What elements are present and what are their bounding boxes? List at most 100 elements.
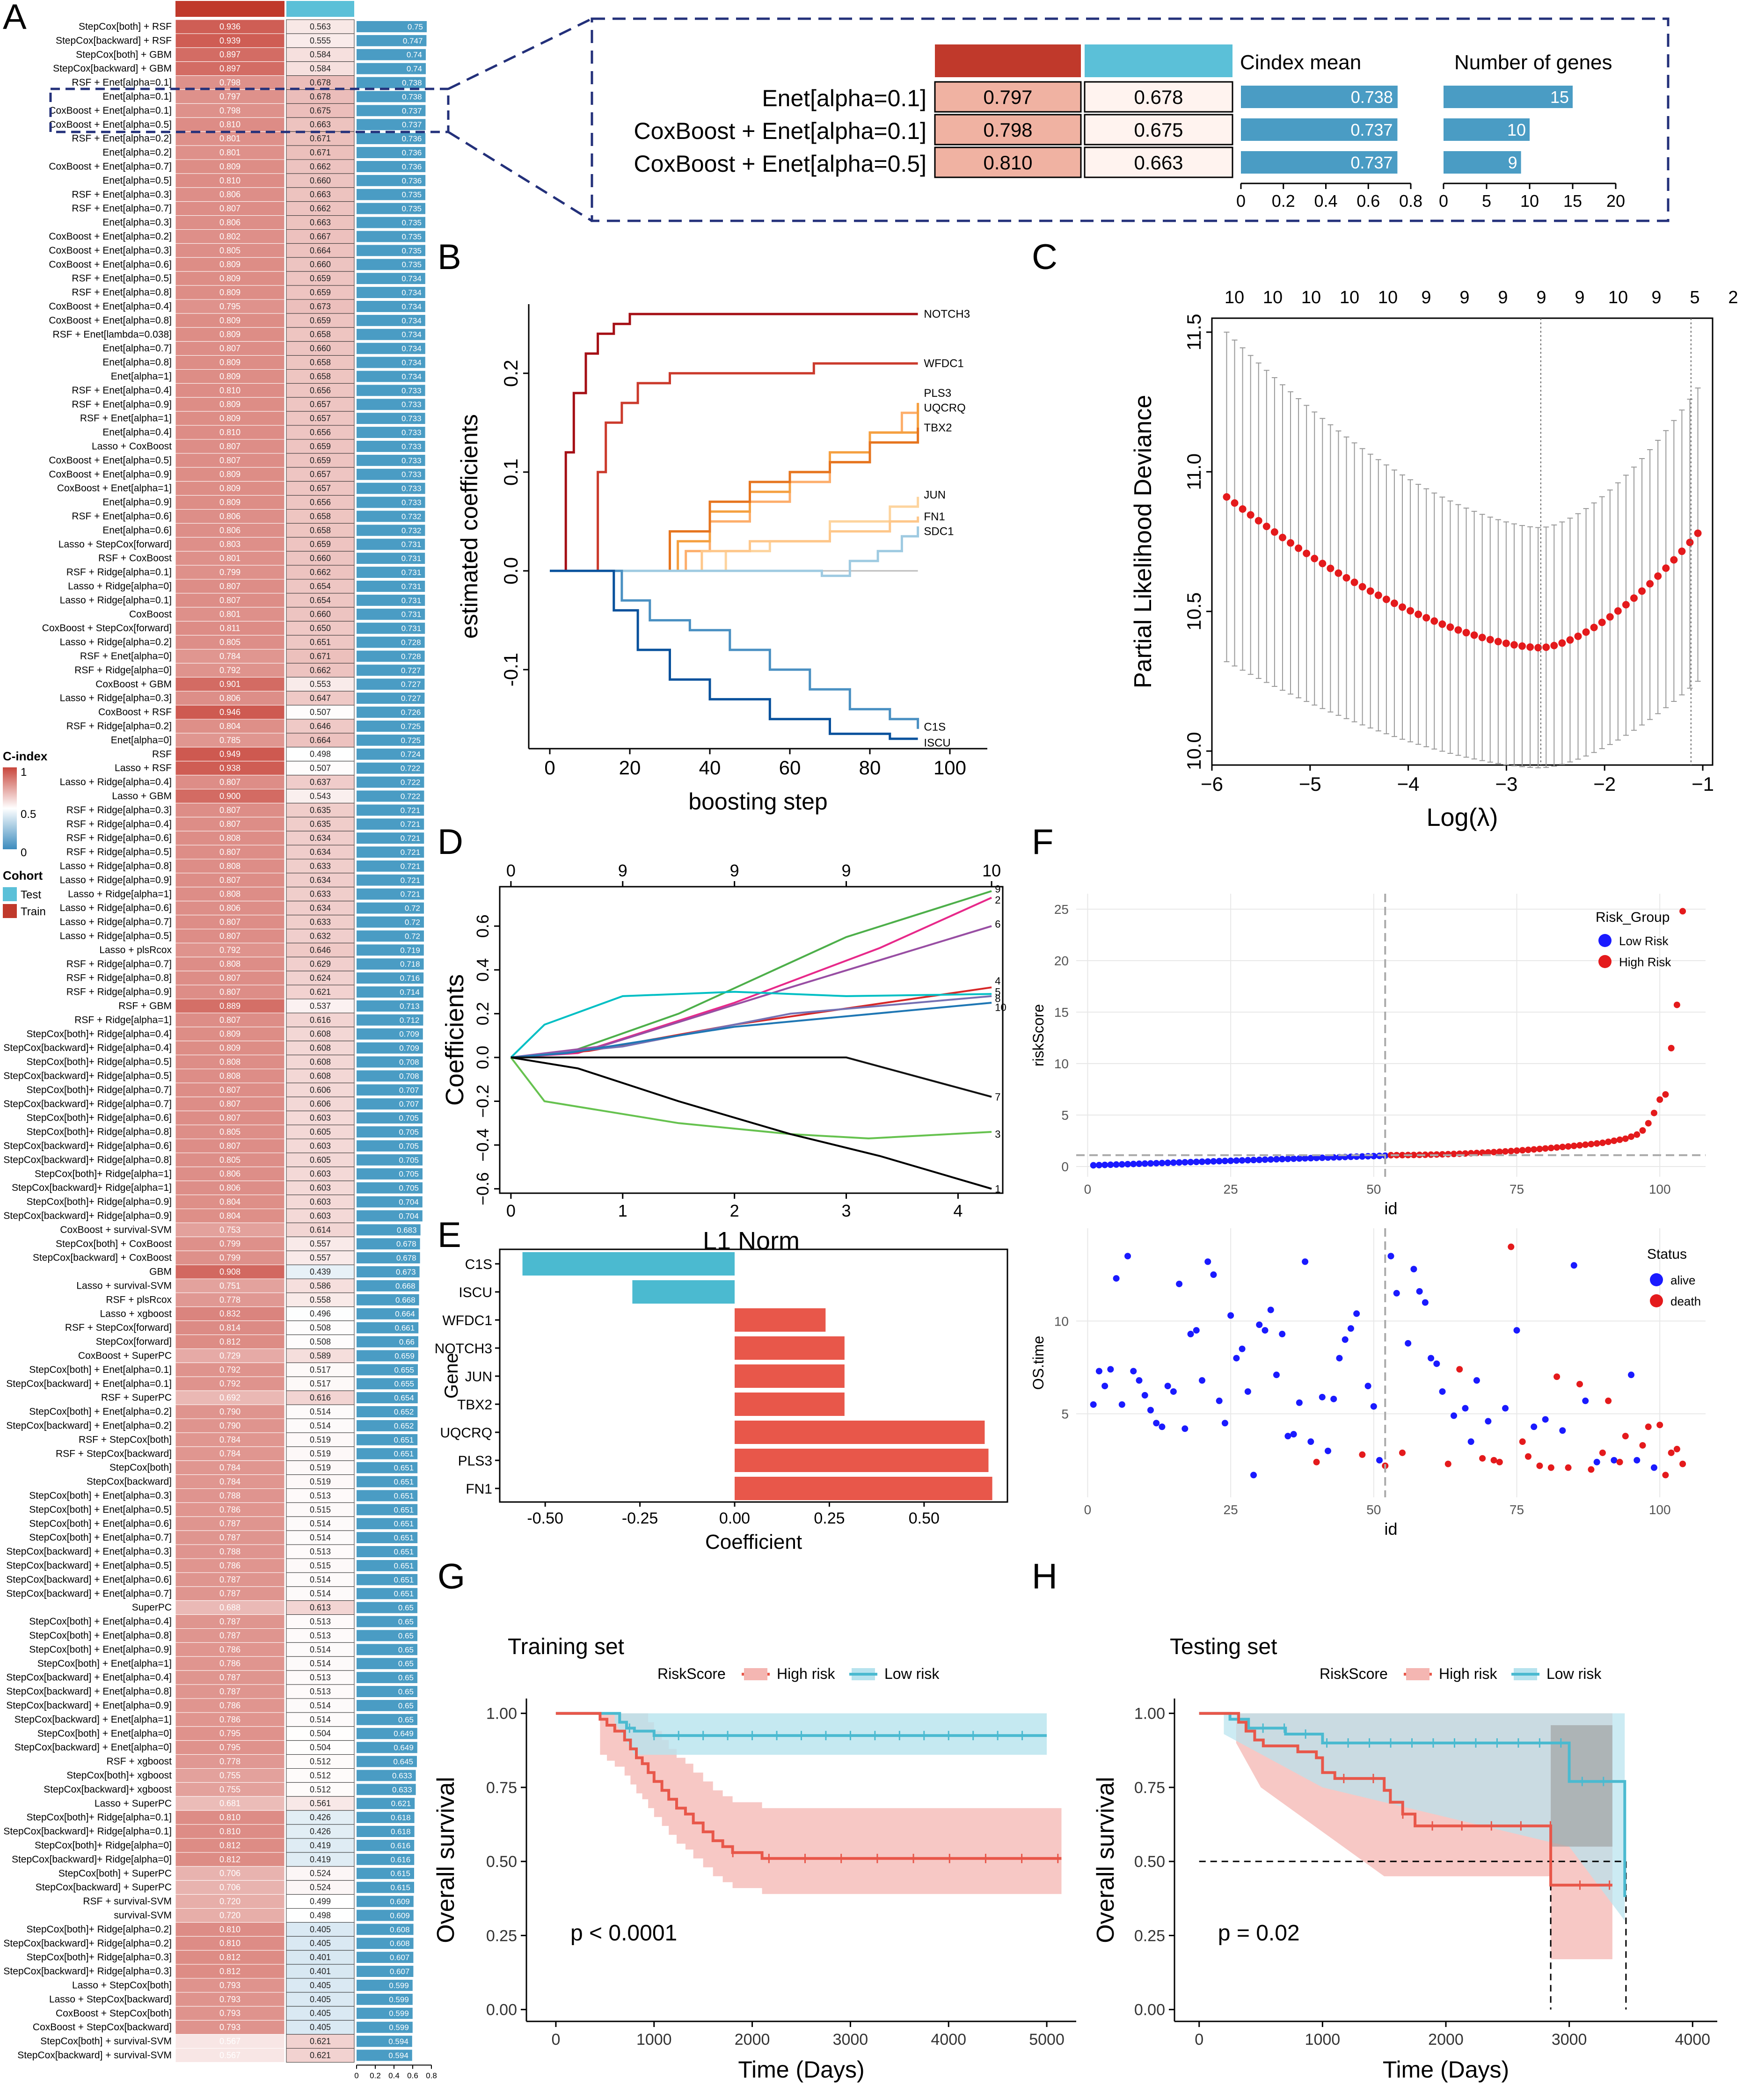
x-tick-label: 50 xyxy=(1366,1182,1381,1196)
cindex-mean-bar xyxy=(357,1448,418,1459)
table-row: Lasso + Ridge[alpha=0.8] 0.808 0.633 0.721 xyxy=(60,859,424,874)
x-tick-label: −4 xyxy=(1397,773,1420,795)
table-row: RSF + Ridge[alpha=0.5] 0.807 0.634 0.721 xyxy=(66,845,424,860)
high-risk-legend-band xyxy=(1406,1668,1429,1680)
cindex-mean-bar xyxy=(357,1742,417,1753)
model-label: StepCox[backward] + Enet[alpha=0.1] xyxy=(6,1378,172,1389)
cindex-mean-bar xyxy=(357,482,425,494)
test-value: 0.603 xyxy=(310,1113,331,1123)
model-label: RSF + StepCox[both] xyxy=(79,1434,172,1445)
model-label: StepCox[both] + CoxBoost xyxy=(56,1239,172,1249)
cindex-mean-value: 0.731 xyxy=(401,568,422,577)
test-cell xyxy=(286,229,355,244)
test-value: 0.656 xyxy=(310,386,331,395)
table-row: StepCox[backward] + CoxBoost 0.799 0.557 0.… xyxy=(33,1250,420,1265)
os-point xyxy=(1588,1466,1595,1473)
death-label: death xyxy=(1670,1294,1701,1308)
model-label: RSF + Ridge[alpha=0.8] xyxy=(66,973,172,984)
zoom-genes-bar xyxy=(1444,151,1521,174)
cindex-mean-value: 0.726 xyxy=(401,708,421,717)
train-cell xyxy=(175,956,285,971)
cindex-mean-bar xyxy=(357,2007,413,2019)
coef-label-2: 2 xyxy=(995,894,1000,906)
train-cell xyxy=(175,495,285,510)
y-axis-title: estimated coefficients xyxy=(456,414,482,639)
cindex-mean-value: 0.678 xyxy=(396,1240,416,1248)
os-point xyxy=(1639,1442,1646,1449)
zoom-train-cell xyxy=(934,146,1082,178)
cindex-mean-bar xyxy=(357,693,425,704)
zoom-genes-tick-label: 5 xyxy=(1482,191,1491,211)
cindex-mean-bar xyxy=(357,622,425,634)
os-point xyxy=(1233,1355,1240,1362)
train-value: 0.797 xyxy=(219,92,241,101)
os-point xyxy=(1141,1392,1148,1399)
coef-path-notch3 xyxy=(550,313,918,572)
train-value: 0.807 xyxy=(219,918,241,927)
cindex-mean-value: 0.616 xyxy=(391,1841,411,1850)
km-title: Training set xyxy=(508,1634,624,1659)
cindex-mean-value: 0.72 xyxy=(405,918,420,927)
os-point xyxy=(1668,1449,1675,1456)
test-value: 0.658 xyxy=(310,511,331,521)
mean-axis-tick-label: 0.4 xyxy=(388,2071,400,2080)
train-value: 0.807 xyxy=(219,987,241,997)
train-cell xyxy=(175,2006,285,2021)
test-value: 0.496 xyxy=(310,1309,331,1319)
cindex-mean-bar xyxy=(357,986,423,998)
train-cell xyxy=(175,649,285,664)
table-row: StepCox[both]+ Ridge[alpha=0] 0.812 0.419 0… xyxy=(35,1838,415,1853)
x-tick-label: −5 xyxy=(1299,773,1321,795)
cindex-mean-value: 0.731 xyxy=(401,582,422,591)
table-row: Lasso + Ridge[alpha=0.7] 0.807 0.633 0.72 xyxy=(60,915,424,929)
test-value: 0.608 xyxy=(310,1057,331,1067)
table-row: RSF + StepCox[both] 0.784 0.519 0.651 xyxy=(79,1432,418,1447)
low-risk-swatch xyxy=(1598,934,1612,947)
test-cell xyxy=(286,1110,355,1125)
train-value: 0.806 xyxy=(219,693,241,703)
test-value: 0.498 xyxy=(310,1910,331,1920)
cindex-mean-bar xyxy=(357,1490,418,1502)
x-tick-label: 4000 xyxy=(931,2031,966,2049)
train-value: 0.784 xyxy=(219,1477,241,1487)
test-value: 0.605 xyxy=(310,1155,331,1165)
train-value: 0.809 xyxy=(219,288,241,297)
test-value: 0.561 xyxy=(310,1799,331,1808)
train-cell xyxy=(175,327,285,342)
os-point xyxy=(1422,1299,1429,1306)
deviance-point xyxy=(1510,641,1518,649)
test-value: 0.513 xyxy=(310,1631,331,1640)
cindex-mean-bar xyxy=(357,846,424,858)
cindex-mean-bar xyxy=(357,1392,418,1404)
highlight-box xyxy=(49,88,450,133)
risk-point xyxy=(1319,1154,1326,1161)
test-cell xyxy=(286,201,355,216)
deviance-point xyxy=(1670,556,1678,564)
os-point xyxy=(1531,1423,1538,1430)
x-tick-label: 50 xyxy=(1366,1502,1381,1517)
table-row: StepCox[backward]+ Ridge[alpha=0.2] 0.810… xyxy=(3,1936,414,1951)
table-row: StepCox[both]+ Ridge[alpha=0.2] 0.810 0.40… xyxy=(26,1922,414,1937)
cindex-mean-bar xyxy=(357,1196,423,1208)
test-cell xyxy=(286,1236,355,1251)
table-row: StepCox[backward] + Enet[alpha=0.3] 0.788… xyxy=(6,1544,418,1559)
train-value: 0.804 xyxy=(219,1197,241,1207)
y-tick-label: −0.6 xyxy=(473,1172,492,1205)
x-tick-label: 1000 xyxy=(636,2031,672,2049)
cindex-mean-bar xyxy=(357,1406,418,1417)
zoom-row-label: CoxBoost + Enet[alpha=0.1] xyxy=(634,118,926,144)
model-label: StepCox[both] + Enet[alpha=0.3] xyxy=(29,1490,172,1501)
zoom-train-header xyxy=(935,44,1081,77)
test-cell xyxy=(286,1250,355,1265)
x-tick-label: 20 xyxy=(619,757,641,779)
test-cell xyxy=(286,1138,355,1153)
alive-label: alive xyxy=(1670,1273,1695,1287)
coef-label-4: 4 xyxy=(995,975,1000,987)
risk-point xyxy=(1153,1159,1160,1167)
os-point xyxy=(1673,1445,1680,1452)
test-cell xyxy=(286,1908,355,1923)
coef-path-2 xyxy=(511,897,992,1058)
mean-axis-tick-label: 0.8 xyxy=(426,2071,437,2080)
test-value: 0.647 xyxy=(310,693,331,703)
test-cell xyxy=(286,1502,355,1517)
